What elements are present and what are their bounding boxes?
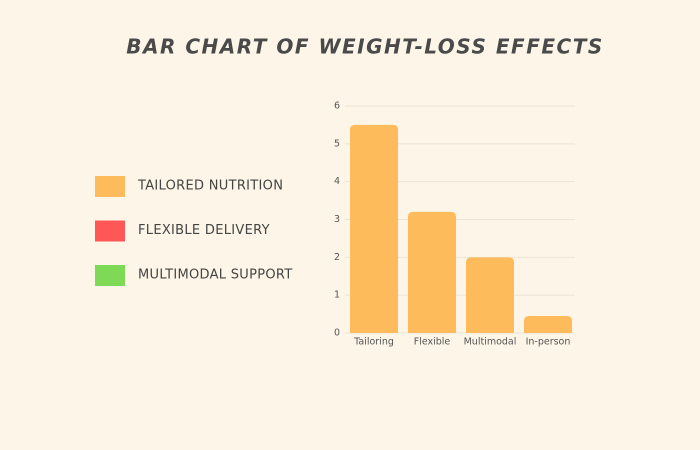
legend-label: FLEXIBLE DELIVERY bbox=[138, 223, 270, 238]
legend-swatch bbox=[95, 265, 125, 286]
y-tick-label: 6 bbox=[334, 101, 340, 112]
legend-label: TAILORED NUTRITION bbox=[137, 179, 283, 194]
x-tick-label: Multimodal bbox=[464, 337, 517, 348]
x-tick-label: Flexible bbox=[414, 337, 451, 348]
bar bbox=[524, 315, 572, 333]
y-tick-label: 2 bbox=[334, 252, 340, 263]
y-tick-label: 5 bbox=[334, 138, 340, 149]
y-tick-label: 3 bbox=[334, 214, 340, 225]
bar bbox=[466, 257, 514, 333]
y-tick-label: 0 bbox=[334, 328, 340, 339]
y-tick-label: 1 bbox=[334, 290, 340, 301]
legend-label: MULTIMODAL SUPPORT bbox=[138, 268, 293, 283]
x-tick-label: Tailoring bbox=[353, 337, 394, 348]
y-tick-label: 4 bbox=[334, 176, 340, 187]
x-tick-label: In-person bbox=[526, 337, 571, 348]
bar bbox=[408, 211, 456, 333]
legend-swatch bbox=[95, 220, 125, 242]
legend-swatch bbox=[95, 176, 125, 197]
chart-title: BAR CHART OF WEIGHT-LOSS EFFECTS bbox=[126, 35, 604, 59]
bar bbox=[350, 124, 398, 334]
